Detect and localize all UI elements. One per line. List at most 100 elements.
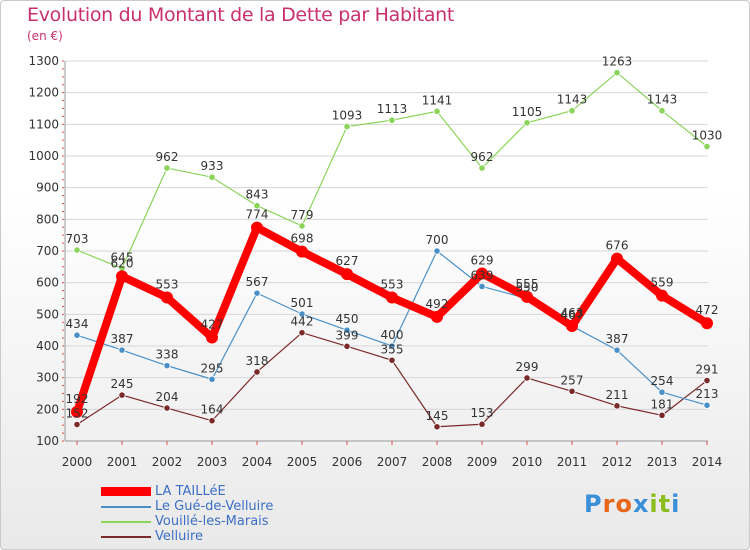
y-tick-label: 200	[36, 402, 59, 416]
y-tick-label: 400	[36, 339, 59, 353]
data-label-gue-de-velluire: 450	[336, 312, 359, 326]
data-label-vouille-les-marais: 1141	[422, 93, 453, 107]
data-label-vouille-les-marais: 1113	[377, 102, 408, 116]
data-point-taillee	[296, 245, 308, 258]
data-label-velluire: 299	[516, 360, 539, 374]
x-tick-label: 2013	[647, 455, 678, 469]
data-label-taillee: 698	[291, 232, 314, 246]
data-point-gue-de-velluire	[163, 362, 171, 370]
data-point-velluire	[253, 368, 261, 376]
data-label-velluire: 152	[66, 407, 89, 421]
data-label-vouille-les-marais: 962	[156, 150, 179, 164]
legend-swatch	[101, 505, 151, 508]
data-point-vouille-les-marais	[658, 107, 666, 115]
data-point-taillee	[71, 405, 83, 418]
x-tick-label: 2012	[602, 455, 633, 469]
data-label-gue-de-velluire: 213	[696, 387, 719, 401]
legend-swatch	[101, 487, 151, 496]
data-label-gue-de-velluire: 501	[291, 296, 314, 310]
legend-swatch	[101, 535, 151, 538]
data-label-velluire: 399	[336, 328, 359, 342]
legend-label: Velluire	[155, 529, 204, 544]
x-tick-label: 2014	[692, 455, 723, 469]
data-point-velluire	[613, 402, 621, 410]
data-point-taillee	[566, 320, 578, 333]
data-label-vouille-les-marais: 1263	[602, 55, 633, 69]
logo-letter: P	[584, 490, 603, 518]
logo-letter: i	[671, 490, 681, 518]
data-point-taillee	[431, 310, 443, 323]
data-label-vouille-les-marais: 1143	[647, 93, 678, 107]
legend-item-velluire: Velluire	[101, 529, 273, 544]
data-point-taillee	[161, 291, 173, 304]
legend-swatch	[101, 520, 151, 523]
data-label-vouille-les-marais: 779	[291, 208, 314, 222]
data-point-taillee	[476, 267, 488, 280]
data-label-gue-de-velluire: 550	[516, 281, 539, 295]
data-label-taillee: 620	[111, 256, 134, 270]
data-label-taillee: 472	[696, 303, 719, 317]
data-point-vouille-les-marais	[298, 222, 306, 230]
data-label-taillee: 192	[66, 392, 89, 406]
x-tick-label: 2002	[152, 455, 183, 469]
data-label-gue-de-velluire: 639	[471, 268, 494, 282]
data-point-vouille-les-marais	[703, 142, 711, 151]
data-point-velluire	[208, 417, 216, 425]
data-point-velluire	[388, 356, 396, 364]
data-point-gue-de-velluire	[73, 331, 81, 339]
data-label-velluire: 145	[426, 409, 449, 423]
data-point-taillee	[701, 317, 713, 330]
data-label-vouille-les-marais: 703	[66, 232, 89, 246]
data-label-velluire: 442	[291, 315, 314, 329]
data-point-gue-de-velluire	[388, 342, 396, 350]
data-label-taillee: 427	[201, 317, 224, 331]
legend-item-gue-de-velluire: Le Gué-de-Velluire	[101, 499, 273, 514]
data-label-velluire: 245	[111, 377, 134, 391]
data-point-velluire	[433, 423, 441, 431]
data-label-taillee: 463	[561, 306, 584, 320]
data-label-taillee: 553	[156, 278, 179, 292]
data-label-velluire: 211	[606, 388, 629, 402]
data-point-vouille-les-marais	[343, 122, 351, 131]
data-label-gue-de-velluire: 467	[561, 308, 584, 322]
data-point-velluire	[568, 387, 576, 395]
y-tick-label: 1300	[28, 54, 59, 68]
data-point-vouille-les-marais	[208, 173, 216, 181]
x-tick-label: 2006	[332, 455, 363, 469]
data-point-velluire	[703, 376, 711, 385]
data-label-velluire: 204	[156, 390, 179, 404]
data-point-vouille-les-marais	[613, 69, 621, 77]
data-label-vouille-les-marais: 1143	[557, 93, 588, 107]
data-label-taillee: 555	[516, 277, 539, 291]
data-label-vouille-les-marais: 962	[471, 150, 494, 164]
data-label-velluire: 164	[201, 403, 224, 417]
x-tick-label: 2004	[242, 455, 273, 469]
data-point-gue-de-velluire	[478, 282, 486, 291]
data-point-vouille-les-marais	[478, 164, 486, 172]
data-point-velluire	[523, 374, 531, 382]
logo-letter: r	[602, 490, 616, 518]
data-label-vouille-les-marais: 933	[201, 159, 224, 173]
logo-letter: i	[649, 490, 659, 518]
data-point-vouille-les-marais	[253, 202, 261, 210]
data-point-gue-de-velluire	[208, 375, 216, 383]
data-label-vouille-les-marais: 1105	[512, 105, 543, 119]
chart-legend: LA TAILLéE Le Gué-de-Velluire Vouillé-les-…	[101, 484, 273, 544]
chart-unit-label: (en €)	[27, 29, 63, 43]
data-label-velluire: 318	[246, 354, 269, 368]
data-point-gue-de-velluire	[118, 346, 126, 354]
data-point-vouille-les-marais	[523, 119, 531, 127]
data-label-vouille-les-marais: 1030	[692, 129, 723, 143]
data-point-vouille-les-marais	[388, 116, 396, 124]
logo-letter: t	[658, 490, 672, 518]
x-tick-label: 2000	[62, 455, 93, 469]
data-point-vouille-les-marais	[568, 107, 576, 115]
y-tick-label: 700	[36, 244, 59, 258]
data-point-gue-de-velluire	[703, 401, 711, 409]
data-point-taillee	[341, 268, 353, 281]
x-tick-label: 2008	[422, 455, 453, 469]
proxiti-logo: Proxiti	[584, 490, 680, 518]
data-label-taillee: 492	[426, 297, 449, 311]
data-label-gue-de-velluire: 387	[606, 332, 629, 346]
